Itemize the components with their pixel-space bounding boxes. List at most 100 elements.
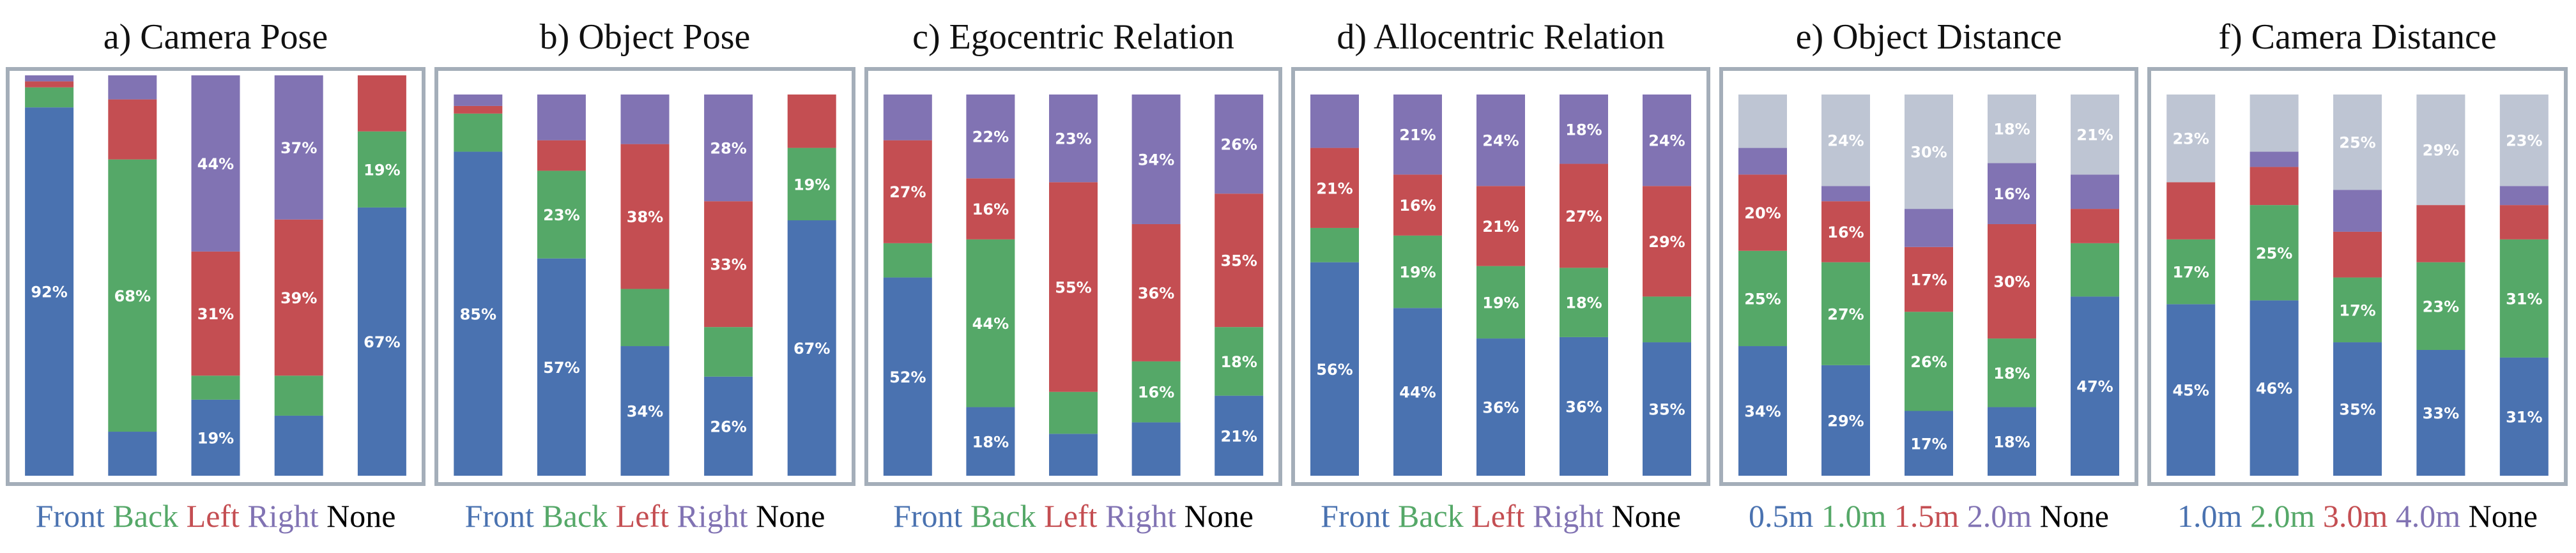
bar-segment xyxy=(357,131,406,208)
bar-segment xyxy=(1560,337,1608,476)
data-label: 20% xyxy=(1744,204,1781,222)
data-label: 17% xyxy=(1910,435,1947,453)
bar-segment xyxy=(2499,357,2549,476)
category-label: Left xyxy=(1464,498,1525,534)
data-label: 24% xyxy=(1827,132,1864,150)
bar-segment xyxy=(1905,209,1953,247)
category-labels: Front Back Left Right None xyxy=(893,498,1254,534)
panel-title: f) Camera Distance xyxy=(2218,17,2496,57)
bar-segment xyxy=(1821,262,1870,365)
data-label: 30% xyxy=(1993,273,2030,291)
category-label: Right xyxy=(240,498,319,534)
data-label: 27% xyxy=(1565,208,1602,225)
bar-segment xyxy=(2333,95,2382,190)
bar-segment xyxy=(2499,205,2549,239)
data-label: 35% xyxy=(1648,401,1685,419)
bar-segment xyxy=(1131,223,1181,361)
bar-segment xyxy=(1738,346,1787,476)
bar-segment xyxy=(704,95,753,202)
bar-segment xyxy=(1310,148,1359,228)
stacked-bar: 47% 21% xyxy=(2071,95,2119,476)
bar-segment xyxy=(966,178,1015,239)
stacked-bar: 68% xyxy=(108,75,157,476)
bar-segment xyxy=(1988,223,2036,339)
data-label: 55% xyxy=(1055,278,1091,296)
bar-segment xyxy=(1905,246,1953,312)
data-label: 25% xyxy=(1744,290,1781,308)
bar-segment xyxy=(191,75,240,252)
category-label: Front xyxy=(465,498,534,534)
bar-segment xyxy=(1215,193,1264,328)
bar-segment xyxy=(2071,243,2119,297)
data-label: 46% xyxy=(2256,380,2292,398)
bar-segment xyxy=(883,95,932,140)
data-label: 57% xyxy=(543,359,579,377)
category-label: Front xyxy=(893,498,962,534)
bar-segment xyxy=(1643,95,1691,186)
data-label: 36% xyxy=(1565,398,1602,416)
data-label: 24% xyxy=(1482,132,1519,150)
data-label: 25% xyxy=(2339,134,2375,152)
stacked-bar: 39% 37% xyxy=(274,75,323,476)
data-label: 23% xyxy=(543,206,579,224)
bar-segment xyxy=(108,75,157,100)
data-label: 33% xyxy=(710,256,746,274)
stacked-bar: 46% 25% xyxy=(2250,95,2299,476)
stacked-bar: 36% 19% 21% 24% xyxy=(1476,95,1525,476)
data-label: 19% xyxy=(793,176,830,193)
bar-segment xyxy=(2071,95,2119,175)
category-label: 1.5m xyxy=(1886,498,1959,534)
bar-segment xyxy=(620,144,670,289)
chart-panel-1: a) Camera Pose 92% 68% 19% 31% 44% 39% 37% 67% 19… xyxy=(6,17,425,534)
bar-segment xyxy=(2166,182,2216,239)
bar-segment xyxy=(620,346,670,476)
stacked-bar: 34% 38% xyxy=(620,95,670,476)
chart-panel-5: e) Object Distance 34% 25% 20% 29% 27% 16% 24% 1… xyxy=(1719,17,2138,534)
stacked-bar: 19% 31% 44% xyxy=(191,75,240,476)
panel-title: a) Camera Pose xyxy=(103,17,328,57)
data-label: 23% xyxy=(2423,298,2459,315)
stacked-bar: 26% 33% 28% xyxy=(704,95,753,476)
data-label: 31% xyxy=(197,305,234,323)
bar-segment xyxy=(454,113,503,152)
bar-segment xyxy=(883,243,932,278)
category-label: Back xyxy=(105,498,178,534)
chart-panel-4: d) Allocentric Relation 56% 21% 44% 19% 16% 21… xyxy=(1291,17,1710,534)
bar-segment xyxy=(966,407,1015,476)
data-label: 17% xyxy=(2172,264,2209,282)
bar-segment xyxy=(1738,174,1787,251)
stacked-bar: 92% xyxy=(25,75,74,476)
bar-segment xyxy=(2416,95,2465,206)
panel-title: b) Object Pose xyxy=(540,17,751,57)
bar-segment xyxy=(966,95,1015,179)
category-label: Right xyxy=(669,498,748,534)
stacked-bar: 16% 36% 34% xyxy=(1131,95,1181,476)
bar-segment xyxy=(883,277,932,476)
panel-title: d) Allocentric Relation xyxy=(1337,17,1664,57)
bar-segment xyxy=(191,375,240,400)
stacked-bar: 34% 25% 20% xyxy=(1738,95,1787,476)
bar-segment xyxy=(2250,151,2299,167)
bar-segment xyxy=(1131,422,1181,476)
bar-segment xyxy=(1476,95,1525,186)
data-label: 68% xyxy=(114,287,151,305)
bar-segment xyxy=(1476,338,1525,476)
category-label: 1.0m xyxy=(1813,498,1886,534)
data-label: 26% xyxy=(1910,353,1947,371)
bar-segment xyxy=(1049,434,1098,476)
stacked-bar: 18% 18% 30% 16% 18% xyxy=(1988,95,2036,476)
data-label: 44% xyxy=(1399,384,1436,402)
data-label: 38% xyxy=(627,208,663,226)
stacked-bar: 35% 17% 25% xyxy=(2333,95,2382,476)
bar-segment xyxy=(1310,227,1359,262)
data-label: 36% xyxy=(1138,284,1174,302)
bar-segment xyxy=(1215,95,1264,194)
category-label: Back xyxy=(962,498,1036,534)
bar-segment xyxy=(1821,95,1870,186)
category-labels: 1.0m 2.0m 3.0m 4.0m None xyxy=(2177,498,2538,534)
bar-segment xyxy=(2166,95,2216,183)
data-label: 56% xyxy=(1316,361,1353,379)
category-label: None xyxy=(2460,498,2538,534)
bar-segment xyxy=(1821,186,1870,202)
